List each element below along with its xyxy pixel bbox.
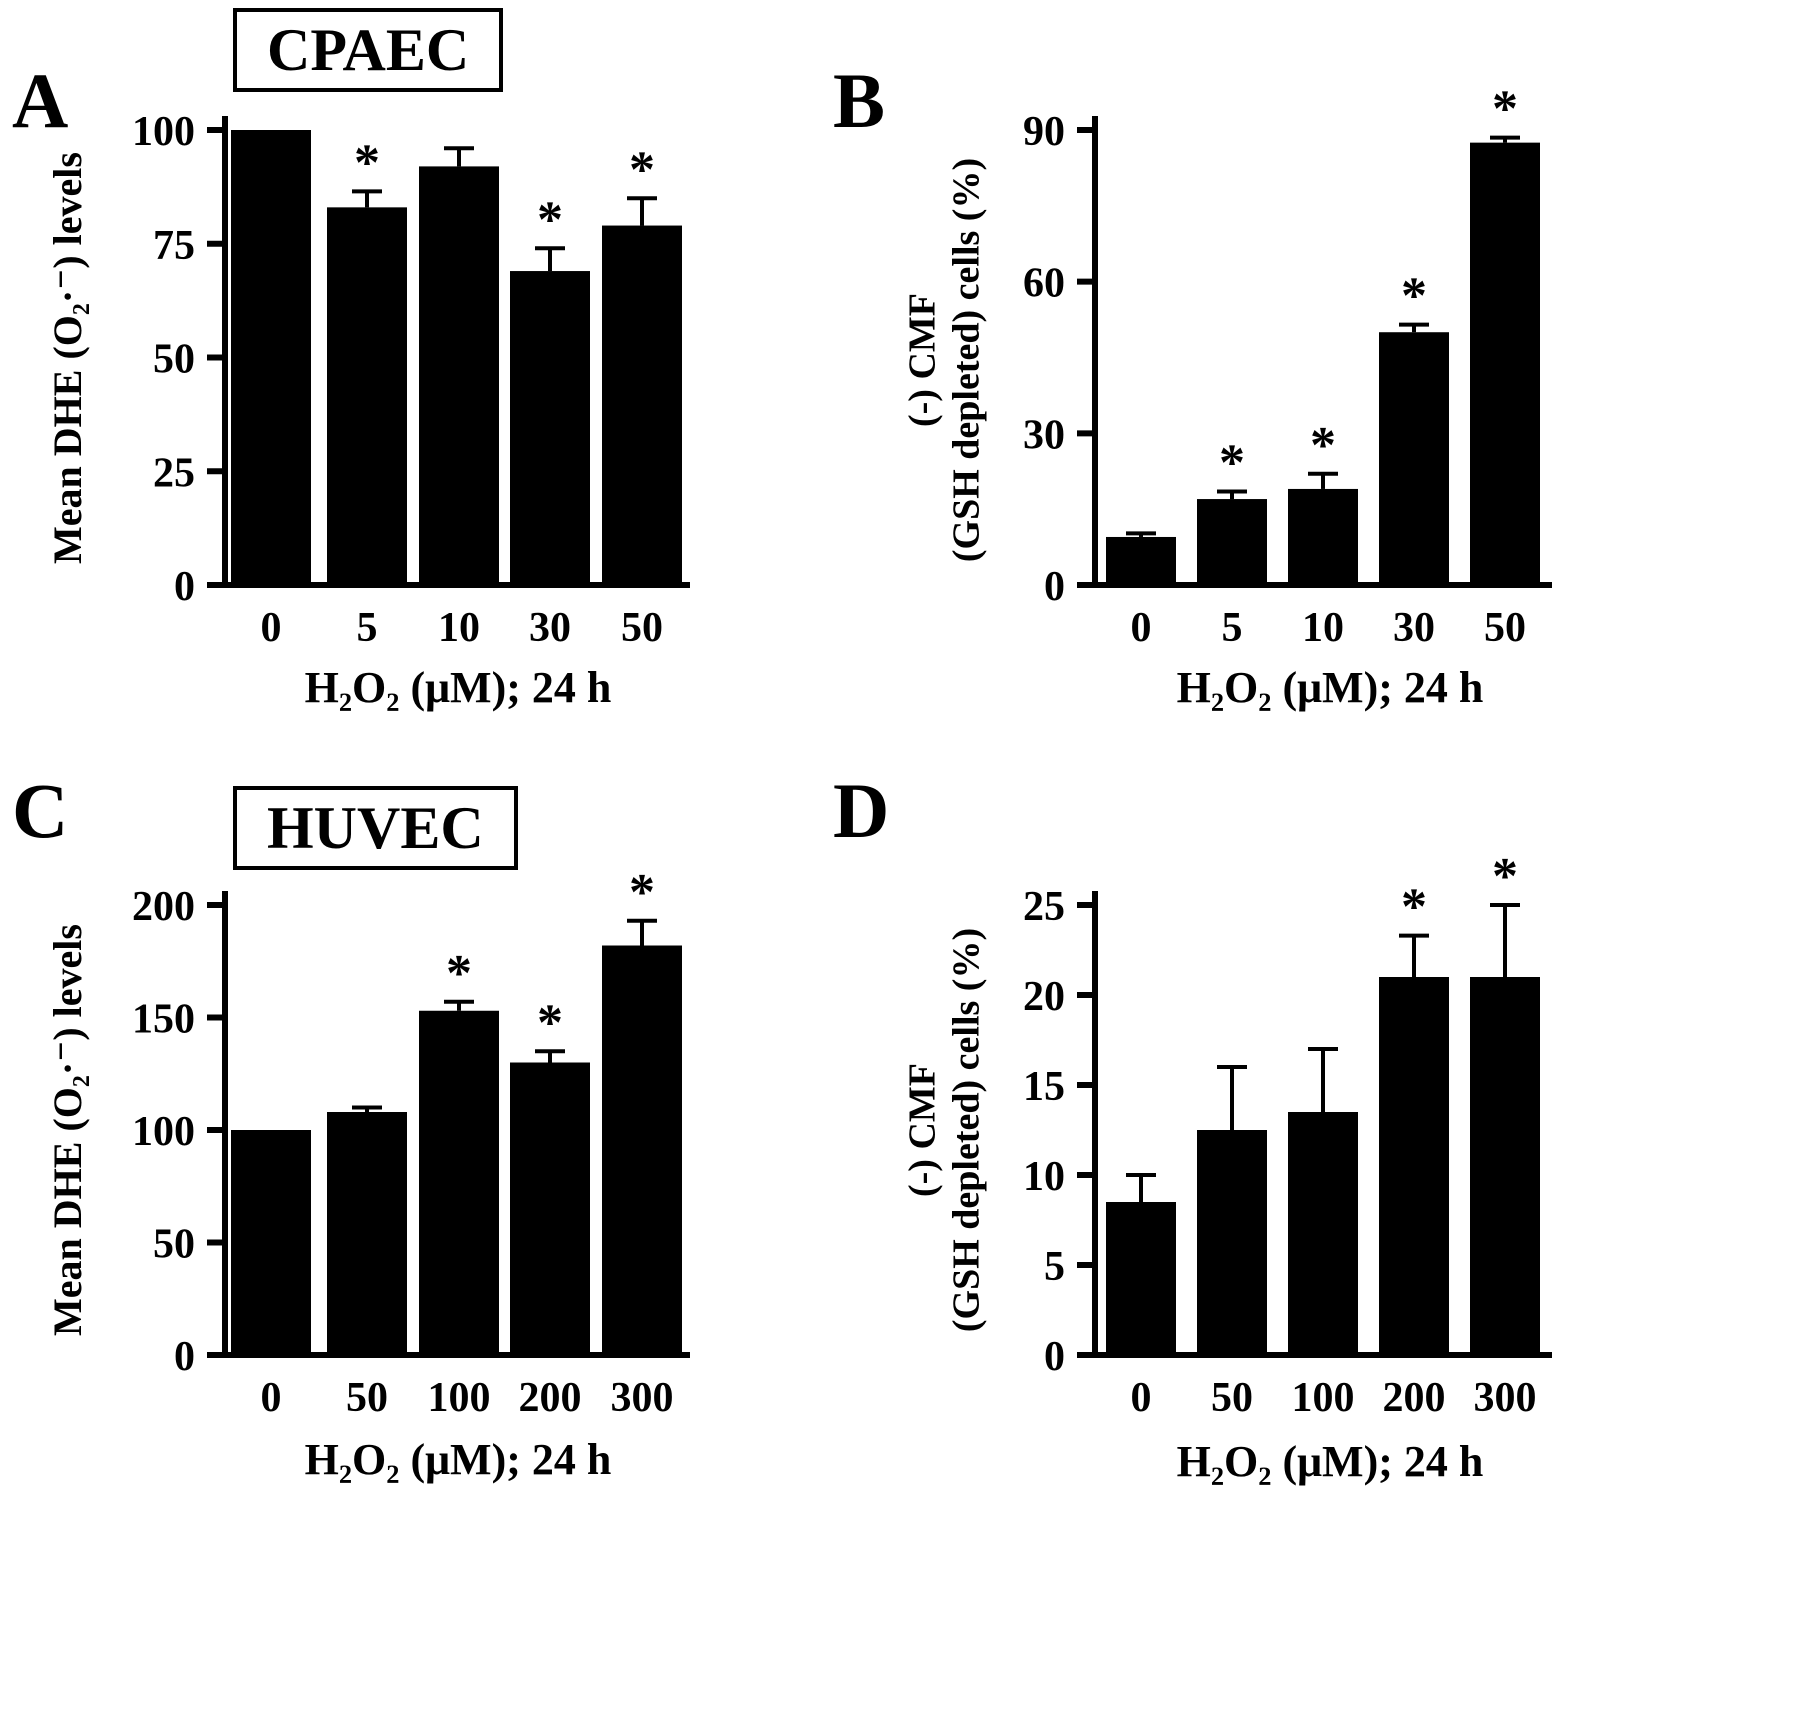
y-tick-label: 150: [132, 997, 195, 1043]
panel-d-xlabel: H₂O₂ (μM); 24 h: [1176, 1437, 1484, 1486]
y-tick-label: 100: [132, 1109, 195, 1155]
significance-asterisk: *: [354, 134, 380, 191]
x-tick-label: 50: [346, 1375, 388, 1421]
panel-b-letter: B: [833, 57, 886, 144]
x-tick-label: 5: [357, 605, 378, 651]
panel-a-xlabel: H₂O₂ (μM); 24 h: [304, 663, 612, 712]
significance-asterisk: *: [1310, 417, 1336, 474]
bar: [1106, 1202, 1176, 1355]
y-tick-label: 50: [153, 1222, 195, 1268]
y-tick-label: 25: [1023, 884, 1065, 930]
x-tick-label: 50: [1484, 605, 1526, 651]
bar: [602, 225, 682, 586]
panel-c-chart: 0 50 100 150 200 0 50 * 100 * 200 * 300: [132, 864, 690, 1421]
x-tick-label: 100: [1292, 1375, 1355, 1421]
bar: [1288, 488, 1358, 585]
x-tick-label: 0: [1131, 605, 1152, 651]
x-tick-label: 50: [1211, 1375, 1253, 1421]
x-tick-label: 50: [621, 605, 663, 651]
significance-asterisk: *: [629, 864, 655, 921]
y-tick-label: 200: [132, 884, 195, 930]
panel-a-letter: A: [12, 57, 69, 144]
y-tick-label: 0: [174, 1334, 195, 1380]
x-tick-label: 0: [261, 605, 282, 651]
x-tick-label: 5: [1222, 605, 1243, 651]
y-tick-label: 50: [153, 337, 195, 383]
significance-asterisk: *: [1401, 268, 1427, 325]
y-tick-label: 75: [153, 223, 195, 269]
bar: [419, 166, 499, 585]
x-tick-label: 30: [1393, 605, 1435, 651]
bar: [231, 130, 311, 585]
x-tick-label: 0: [261, 1375, 282, 1421]
significance-asterisk: *: [446, 945, 472, 1002]
y-tick-label: 30: [1023, 412, 1065, 458]
y-tick-label: 0: [174, 564, 195, 610]
bar: [327, 207, 407, 585]
bar: [327, 1112, 407, 1355]
y-tick-label: 20: [1023, 974, 1065, 1020]
bar: [510, 271, 590, 585]
x-tick-label: 100: [428, 1375, 491, 1421]
y-tick-label: 15: [1023, 1064, 1065, 1110]
panel-b-chart: 0 30 60 90 0 * 5 * 10 * 30 * 50: [1023, 81, 1552, 651]
panel-d-chart: 0 5 10 15 20 25 0 50 100 * 200 * 300: [1023, 848, 1552, 1421]
panel-c-title: HUVEC: [233, 786, 518, 870]
significance-asterisk: *: [537, 191, 563, 248]
y-tick-label: 60: [1023, 261, 1065, 307]
significance-asterisk: *: [629, 141, 655, 198]
panel-c-xlabel: H₂O₂ (μM); 24 h: [304, 1435, 612, 1484]
bar: [1197, 499, 1267, 585]
bar: [1470, 977, 1540, 1355]
significance-asterisk: *: [1401, 879, 1427, 936]
x-tick-label: 30: [529, 605, 571, 651]
panel-d-letter: D: [833, 767, 890, 854]
y-tick-label: 90: [1023, 109, 1065, 155]
significance-asterisk: *: [537, 994, 563, 1051]
x-tick-label: 300: [1474, 1375, 1537, 1421]
panel-c-letter: C: [12, 767, 69, 854]
x-tick-label: 200: [519, 1375, 582, 1421]
bar: [1197, 1130, 1267, 1355]
bar: [510, 1062, 590, 1355]
bar: [602, 945, 682, 1355]
bar: [1288, 1112, 1358, 1355]
significance-asterisk: *: [1492, 81, 1518, 138]
bar: [231, 1130, 311, 1355]
y-tick-label: 0: [1044, 564, 1065, 610]
significance-asterisk: *: [1219, 434, 1245, 491]
bar: [1470, 142, 1540, 585]
panel-a-title: CPAEC: [233, 8, 504, 92]
bar: [419, 1010, 499, 1355]
y-tick-label: 100: [132, 109, 195, 155]
y-tick-label: 0: [1044, 1334, 1065, 1380]
y-tick-label: 10: [1023, 1154, 1065, 1200]
significance-asterisk: *: [1492, 848, 1518, 905]
panel-b-xlabel: H₂O₂ (μM); 24 h: [1176, 663, 1484, 712]
x-tick-label: 10: [1302, 605, 1344, 651]
x-tick-label: 0: [1131, 1375, 1152, 1421]
y-tick-label: 25: [153, 450, 195, 496]
x-tick-label: 200: [1383, 1375, 1446, 1421]
bar: [1106, 536, 1176, 585]
panel-a-chart: 0 25 50 75 100 0 * 5 10 * 30 * 50: [132, 109, 690, 651]
bar: [1379, 332, 1449, 585]
bar: [1379, 977, 1449, 1355]
y-tick-label: 5: [1044, 1244, 1065, 1290]
x-tick-label: 10: [438, 605, 480, 651]
x-tick-label: 300: [611, 1375, 674, 1421]
